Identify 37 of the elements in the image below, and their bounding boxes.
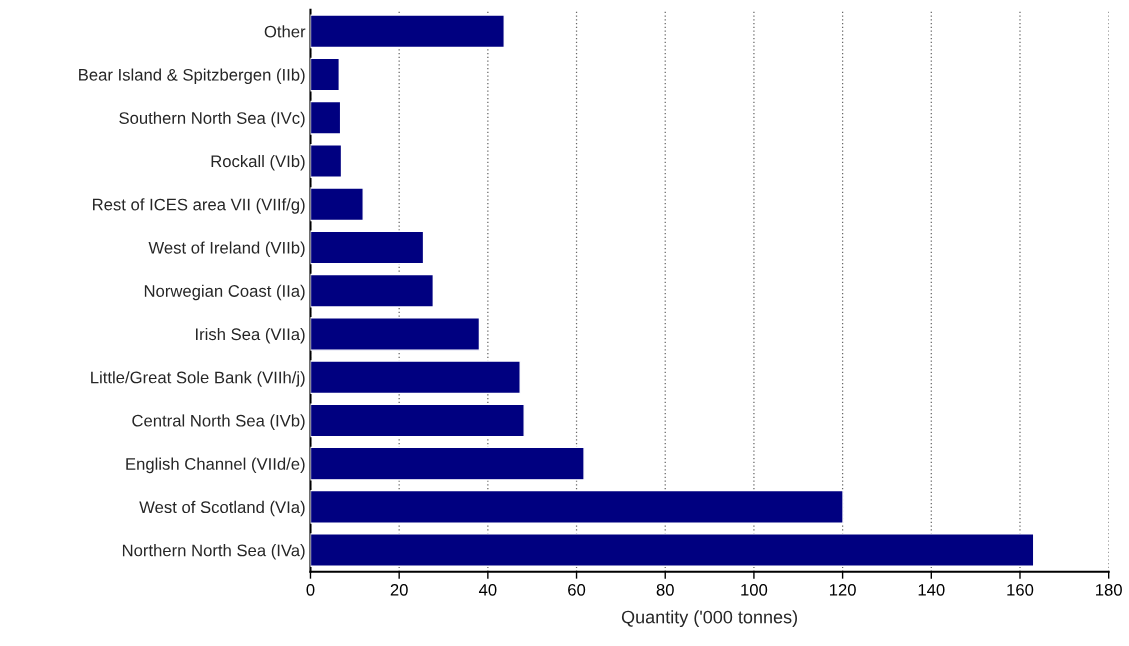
- x-tick-label: 0: [306, 583, 315, 596]
- y-tick-label: Central North Sea (IVb): [132, 414, 305, 430]
- x-tick-label: 60: [568, 583, 586, 596]
- x-tick-label: 120: [829, 583, 856, 596]
- y-tick-label: Southern North Sea (IVc): [119, 111, 305, 128]
- y-tick-label: Little/Great Sole Bank (VIIh/j): [91, 371, 305, 387]
- bar: [310, 144, 343, 178]
- y-tick-label: Irish Sea (VIIa): [196, 327, 305, 344]
- x-tick-label: 40: [478, 583, 497, 596]
- x-axis-title: Quantity ('000 tonnes): [621, 610, 797, 627]
- y-tick-label: Rockall (VIb): [211, 154, 305, 171]
- bar: [310, 317, 481, 351]
- bar: [310, 533, 1035, 568]
- x-tick-label: 80: [656, 583, 674, 596]
- y-tick-label: English Channel (VIId/e): [126, 457, 305, 474]
- x-tick-label: 180: [1096, 583, 1122, 596]
- y-tick-label: West of Ireland (VIIb): [148, 241, 305, 257]
- x-tick-label: 160: [1007, 583, 1034, 596]
- x-tick-label: 140: [918, 583, 945, 596]
- bar: [310, 446, 585, 481]
- bar: [310, 14, 505, 49]
- y-tick-label: Norwegian Coast (IIa): [144, 284, 305, 301]
- bar: [310, 230, 425, 265]
- y-tick-label: Rest of ICES area VII (VIIf/g): [93, 198, 305, 214]
- x-tick-label: 100: [741, 583, 768, 596]
- y-tick-label: Northern North Sea (IVa): [122, 544, 305, 560]
- bar: [310, 489, 844, 524]
- y-tick-label: Bear Island & Spitzbergen (IIb): [79, 68, 305, 85]
- y-tick-label: West of Scotland (VIa): [139, 500, 305, 517]
- x-tick-label: 20: [390, 583, 408, 596]
- bar: [310, 187, 364, 222]
- bar: [310, 100, 342, 135]
- y-tick-label: Other: [264, 25, 306, 38]
- bar: [310, 57, 340, 92]
- bar: [310, 273, 435, 308]
- bar: [310, 403, 525, 438]
- bar: [310, 360, 521, 395]
